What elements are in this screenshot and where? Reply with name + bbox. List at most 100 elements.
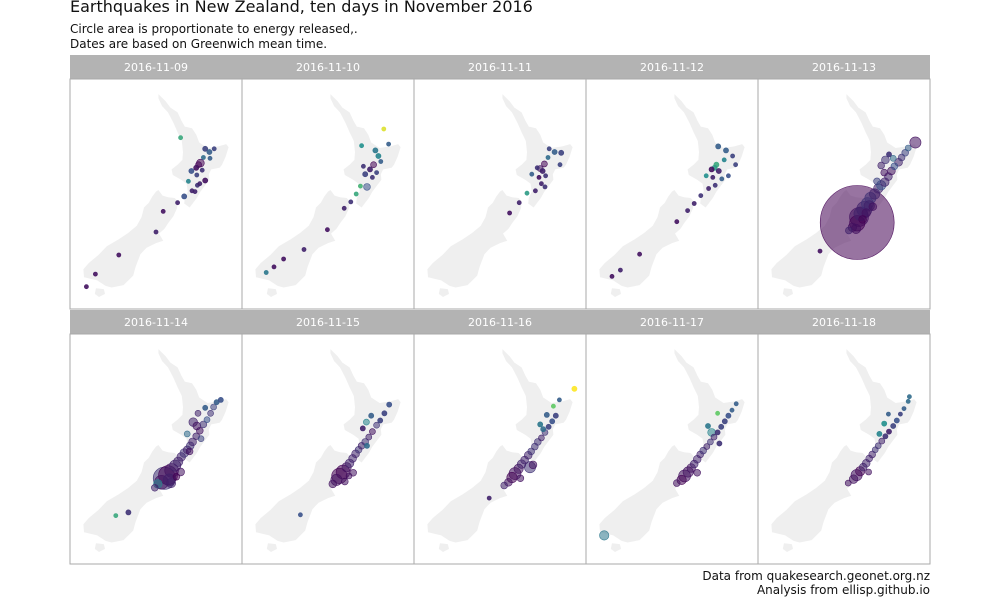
earthquake-point [185, 178, 191, 184]
earthquake-point [166, 478, 177, 489]
earthquake-point [378, 159, 384, 164]
earthquake-point [551, 403, 556, 409]
facet-strip-label: 2016-11-12 [640, 61, 704, 74]
earthquake-point [708, 166, 715, 173]
earthquake-point [609, 273, 615, 279]
south-island-shape [427, 190, 522, 288]
north-island-shape [846, 94, 917, 208]
earthquake-point [877, 161, 885, 170]
earthquake-point [263, 270, 269, 275]
earthquake-point [206, 149, 213, 155]
earthquake-point [341, 477, 349, 486]
earthquake-point [348, 199, 354, 205]
stewart-island-shape [610, 543, 621, 552]
earthquake-point [733, 162, 738, 168]
earthquake-point [529, 171, 535, 177]
north-island-shape [674, 94, 745, 208]
earthquake-point [197, 181, 203, 187]
earthquake-point [538, 434, 545, 442]
facet-strip [586, 55, 758, 79]
earthquake-point [363, 183, 371, 191]
earthquake-point [876, 430, 883, 437]
earthquake-point [721, 418, 728, 425]
earthquake-point [557, 397, 562, 403]
earthquake-point [194, 172, 200, 178]
facet-panel-2016-11-13: 2016-11-13 [757, 55, 931, 310]
earthquake-point [873, 177, 881, 186]
earthquake-point [200, 155, 206, 160]
earthquake-point [113, 513, 119, 518]
facet-strip [70, 310, 242, 334]
stewart-island-shape [438, 288, 449, 297]
facet-strip-label: 2016-11-15 [296, 316, 360, 329]
caption-analysis-source: Analysis from ellisp.github.io [756, 583, 930, 597]
earthquake-point [549, 418, 556, 425]
earthquake-point [729, 407, 735, 413]
south-island-shape [83, 445, 178, 543]
earthquake-point [353, 191, 359, 197]
earthquake-point [188, 168, 195, 174]
earthquake-point [125, 509, 132, 516]
earthquake-point [909, 136, 922, 149]
earthquake-point [907, 394, 912, 400]
earthquake-point [691, 201, 697, 206]
facet-strip-label: 2016-11-17 [640, 316, 704, 329]
earthquake-point [557, 162, 563, 168]
earthquake-point [534, 165, 540, 171]
earthquake-point [848, 474, 859, 484]
earthquake-point [546, 146, 552, 152]
earthquake-point [341, 205, 347, 211]
earthquake-point [372, 147, 379, 154]
chart-title: Earthquakes in New Zealand, ten days in … [70, 0, 533, 16]
earthquake-point [181, 193, 188, 200]
earthquake-point [886, 428, 892, 435]
facet-strip [586, 310, 758, 334]
north-island-shape [158, 349, 229, 463]
facet-strip [414, 310, 586, 334]
earthquake-point [730, 153, 735, 159]
earthquake-point [710, 174, 716, 180]
earthquake-point [536, 174, 542, 180]
earthquake-point [703, 443, 711, 450]
earthquake-point [858, 215, 867, 224]
earthquake-point [545, 155, 551, 160]
earthquake-point [545, 423, 552, 430]
earthquake-point [890, 162, 899, 171]
earthquake-point [357, 183, 363, 189]
earthquake-point [178, 135, 183, 141]
earthquake-point [901, 406, 907, 411]
earthquake-point [542, 184, 548, 190]
south-island-shape [83, 190, 178, 288]
north-island-shape [846, 349, 917, 463]
earthquake-point [714, 429, 721, 436]
earthquake-point [193, 164, 200, 171]
north-island-shape [330, 349, 401, 463]
facet-panel-2016-11-18: 2016-11-18 [757, 310, 931, 565]
south-island-shape [599, 445, 694, 543]
stewart-island-shape [94, 288, 105, 297]
earthquake-point [868, 202, 877, 211]
earthquake-point [360, 163, 366, 169]
earthquake-point [637, 251, 642, 257]
facet-strip [242, 310, 414, 334]
earthquake-point [715, 143, 722, 150]
earthquake-point [301, 247, 307, 252]
north-island-shape [158, 94, 229, 208]
facet-strip-label: 2016-11-13 [812, 61, 876, 74]
earthquake-point [199, 420, 208, 429]
facet-strip-label: 2016-11-18 [812, 316, 876, 329]
earthquake-point [367, 166, 373, 173]
earthquake-point [901, 149, 909, 157]
facet-strip-label: 2016-11-10 [296, 61, 360, 74]
earthquake-point [368, 412, 375, 419]
earthquake-point [693, 469, 701, 477]
earthquake-point [386, 141, 391, 147]
earthquake-point [539, 181, 544, 187]
earthquake-point [880, 168, 888, 177]
earthquake-point [374, 170, 379, 175]
earthquake-point [207, 409, 214, 417]
earthquake-point [196, 427, 204, 435]
earthquake-point [160, 208, 166, 214]
earthquake-point [363, 418, 370, 426]
earthquake-point [889, 155, 897, 162]
